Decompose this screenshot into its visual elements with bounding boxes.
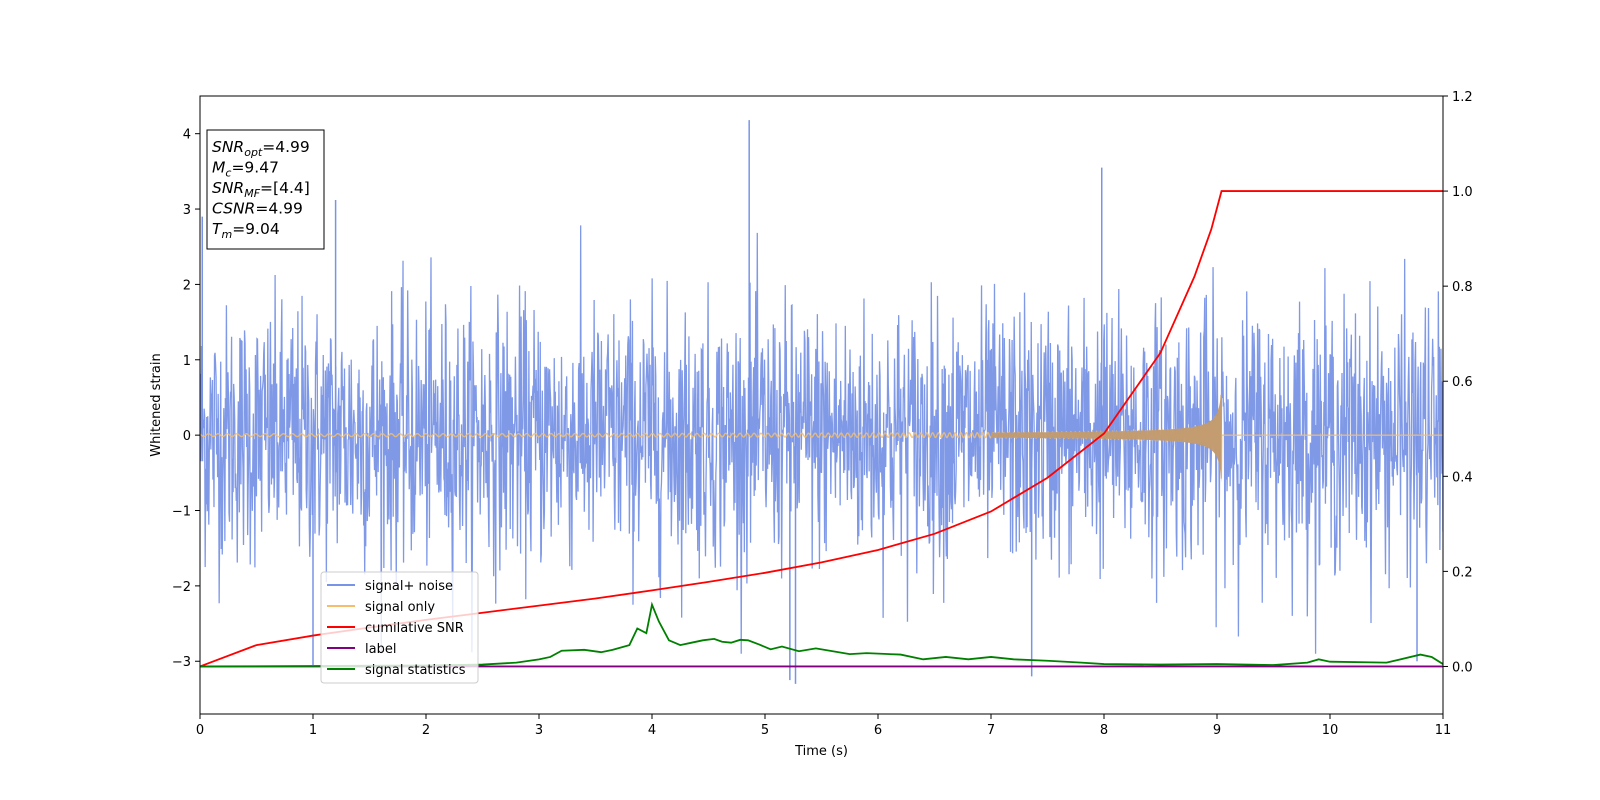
legend-text: signal only bbox=[365, 600, 435, 615]
y-left-tick-label: −2 bbox=[172, 580, 191, 595]
legend-signal-only: signal only bbox=[327, 600, 435, 615]
x-axis-label: Time (s) bbox=[794, 744, 848, 759]
y-left-tick-label: −1 bbox=[172, 505, 191, 520]
y-right-tick-label: 1.2 bbox=[1452, 90, 1473, 105]
signal-plus-noise-line bbox=[200, 225, 1443, 654]
legend-text: signal statistics bbox=[365, 663, 466, 678]
legend-cumulative-snr: cumilative SNR bbox=[327, 621, 464, 636]
y-right-tick-label: 0.8 bbox=[1452, 280, 1473, 295]
legend-text: cumilative SNR bbox=[365, 621, 464, 636]
info-row: Tm=9.04 bbox=[212, 220, 280, 241]
info-row: Mc=9.47 bbox=[212, 159, 279, 180]
info-box-frame bbox=[206, 129, 325, 250]
x-tick-label: 6 bbox=[874, 723, 882, 738]
y-left-tick-label: 4 bbox=[183, 128, 191, 143]
y-right-tick-label: 0.2 bbox=[1452, 565, 1473, 580]
signal-only-envelope bbox=[991, 387, 1222, 483]
y-axis-label: Whitened strain bbox=[149, 353, 164, 456]
y-right-tick-label: 0.6 bbox=[1452, 375, 1473, 390]
x-tick-label: 10 bbox=[1322, 723, 1339, 738]
x-tick-label: 11 bbox=[1435, 723, 1452, 738]
x-tick-label: 1 bbox=[309, 723, 317, 738]
y-right-tick-label: 0.4 bbox=[1452, 470, 1473, 485]
legend: signal+ noise signal only cumilative SNR la… bbox=[320, 571, 479, 684]
y-left-tick-label: 2 bbox=[183, 278, 191, 293]
legend-signal-statistics: signal statistics bbox=[327, 663, 466, 678]
plot-frame bbox=[199, 95, 1444, 715]
y-left-tick-label: −3 bbox=[172, 655, 191, 670]
x-tick-label: 2 bbox=[422, 723, 430, 738]
x-tick-label: 8 bbox=[1100, 723, 1108, 738]
y-right-tick-label: 1.0 bbox=[1452, 185, 1473, 200]
info-row: SNRopt=4.99 bbox=[212, 138, 310, 159]
x-tick-label: 9 bbox=[1213, 723, 1221, 738]
x-tick-label: 3 bbox=[535, 723, 543, 738]
x-tick-label: 5 bbox=[761, 723, 769, 738]
signal-only-line bbox=[200, 394, 1443, 479]
legend-signal-plus-noise: signal+ noise bbox=[327, 579, 453, 594]
info-row: SNRMF=[4.4] bbox=[212, 179, 310, 200]
legend-text: label bbox=[365, 642, 396, 657]
y-left-tick-label: 1 bbox=[183, 354, 191, 369]
y-right-tick-label: 0.0 bbox=[1452, 660, 1473, 675]
axes: 0 1 2 3 4 5 6 7 8 9 10 11 −3 −2 −1 0 1 2 3 4 0.0 0.2 0.4 0.6 0.8… bbox=[172, 90, 1473, 738]
signal-statistics-line bbox=[200, 601, 1443, 668]
x-tick-label: 4 bbox=[648, 723, 656, 738]
y-left-tick-label: 0 bbox=[183, 429, 191, 444]
y-left-tick-label: 3 bbox=[183, 203, 191, 218]
legend-text: signal+ noise bbox=[365, 579, 453, 594]
info-row: CSNR=4.99 bbox=[212, 200, 303, 218]
legend-frame bbox=[320, 571, 479, 684]
legend-label: label bbox=[327, 642, 396, 657]
x-tick-label: 7 bbox=[987, 723, 995, 738]
x-tick-label: 0 bbox=[196, 723, 204, 738]
